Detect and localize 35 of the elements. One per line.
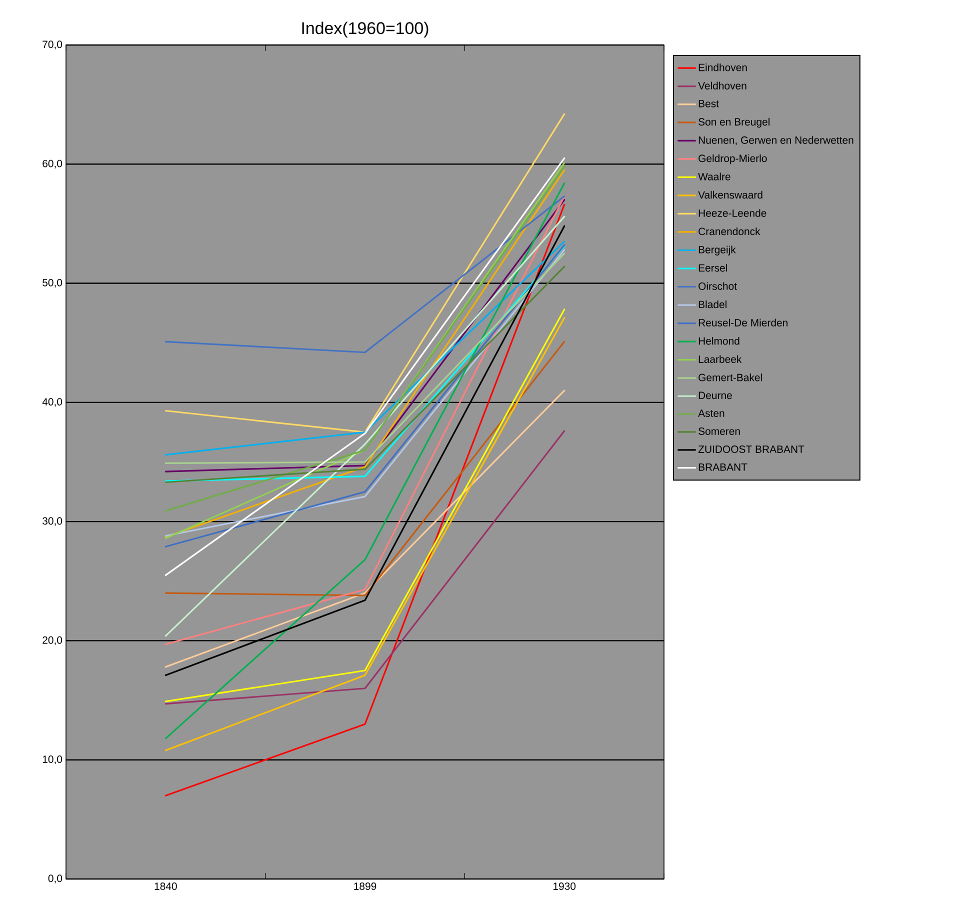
legend-label: Veldhoven	[698, 82, 746, 90]
y-tick-label: 0,0	[48, 874, 62, 884]
legend-label: Bergeijk	[698, 246, 736, 256]
chart-title: Index(1960=100)	[302, 22, 428, 38]
legend-label: Laarbeek	[698, 355, 742, 363]
legend-label: Deurne	[698, 392, 732, 400]
legend-label: Helmond	[698, 337, 740, 345]
x-tick-label: 1899	[354, 882, 376, 890]
legend-label: Eindhoven	[698, 63, 747, 72]
legend-label: Bladel	[698, 300, 726, 308]
legend-label: Valkenswaard	[698, 190, 762, 199]
legend-label: ZUIDOOST BRABANT	[698, 446, 804, 453]
legend-label: Cranendonck	[698, 227, 760, 236]
y-tick-label: 10,0	[42, 756, 62, 764]
legend-label: Eersel	[698, 264, 728, 272]
x-tick-label: 1930	[553, 882, 576, 890]
legend-label: Someren	[698, 428, 740, 435]
legend-label: Best	[698, 100, 719, 108]
legend-label: Asten	[698, 410, 724, 417]
legend-label: Gemert-Bakel	[698, 374, 762, 382]
y-tick-label: 40,0	[42, 398, 62, 407]
y-tick-label: 50,0	[42, 278, 62, 288]
y-tick-label: 20,0	[42, 636, 62, 646]
legend-label: BRABANT	[698, 464, 748, 471]
legend-label: Son en Breugel	[698, 118, 770, 128]
y-tick-label: 30,0	[42, 517, 62, 526]
legend-label: Waalre	[698, 172, 730, 180]
y-tick-label: 70,0	[42, 40, 62, 50]
legend-label: Heeze-Leende	[698, 209, 766, 217]
legend-label: Geldrop-Mierlo	[698, 154, 767, 164]
x-tick-label: 1840	[154, 882, 177, 890]
y-tick-label: 60,0	[42, 160, 62, 168]
legend-label: Reusel-De Mierden	[698, 318, 788, 326]
legend-label: Oirschot	[698, 282, 737, 290]
legend-label: Nuenen, Gerwen en Nederwetten	[698, 136, 854, 146]
